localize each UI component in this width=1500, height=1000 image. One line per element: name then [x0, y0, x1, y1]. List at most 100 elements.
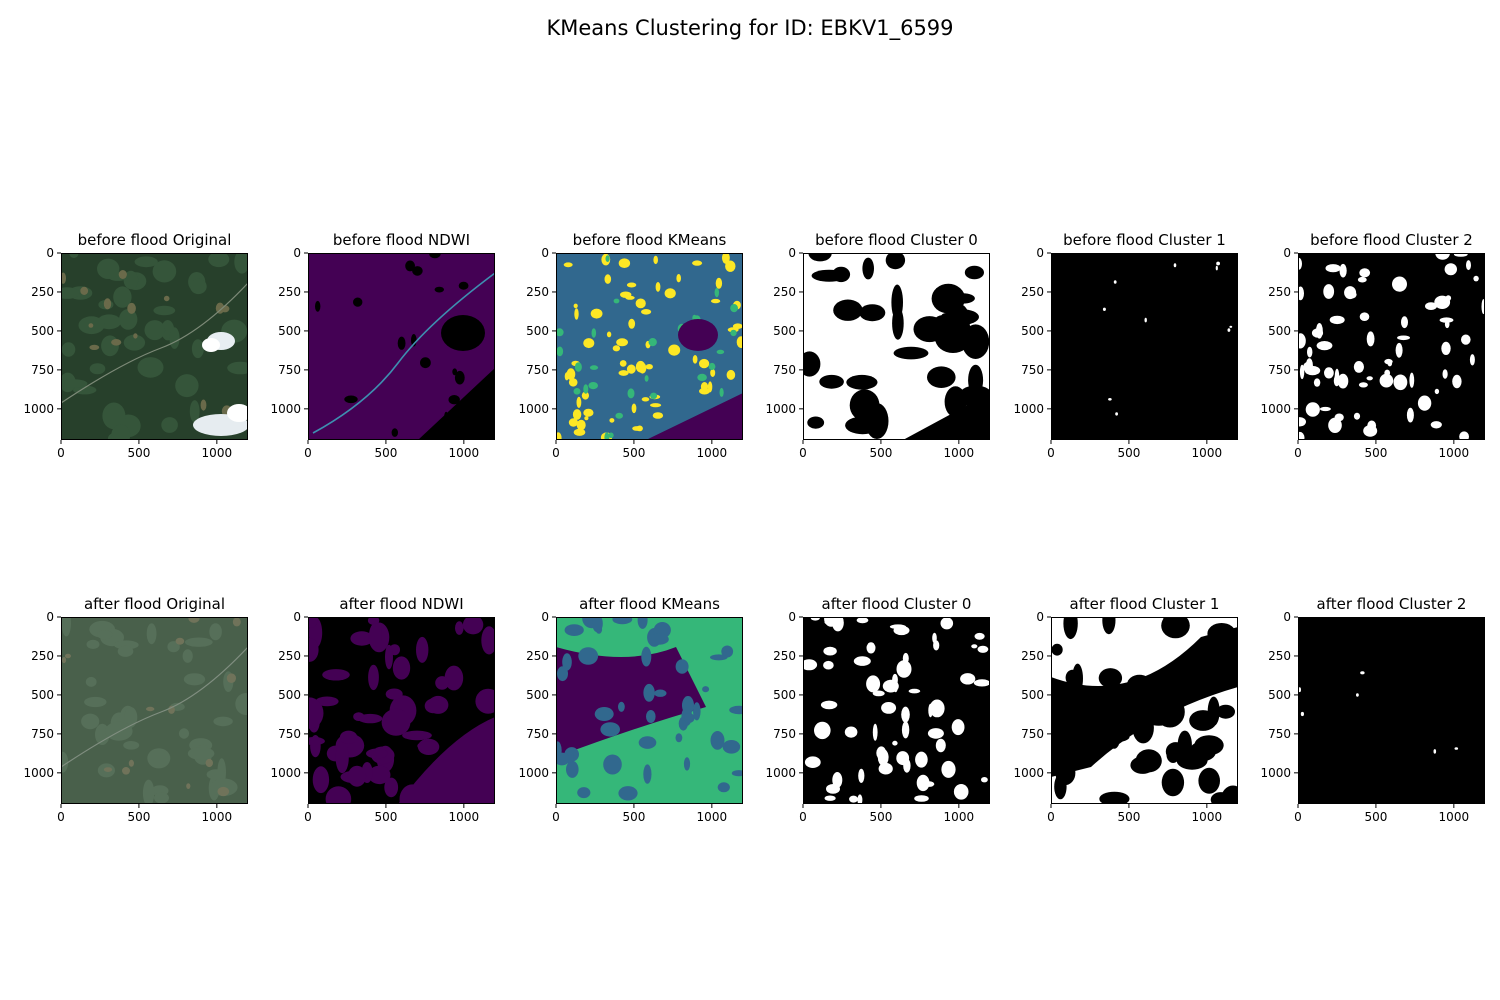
panel-title: after flood NDWI — [339, 595, 463, 613]
y-tick-label: 500 — [1268, 688, 1291, 702]
x-tick-label: 0 — [1294, 810, 1302, 824]
x-tick-label: 1000 — [449, 446, 480, 460]
y-tick-label: 500 — [526, 324, 549, 338]
axes-frame — [61, 617, 248, 804]
axes-frame — [1298, 617, 1485, 804]
panel-title: before flood Cluster 2 — [1310, 231, 1473, 249]
x-tick-label: 1000 — [1192, 446, 1223, 460]
panel-title: after flood KMeans — [579, 595, 720, 613]
x-tick-label: 1000 — [202, 446, 233, 460]
axes-frame — [1298, 253, 1485, 440]
y-tick-label: 750 — [773, 727, 796, 741]
x-tick-label: 500 — [127, 810, 150, 824]
panel: after flood Cluster 0 0 500 1000 0 250 500 750 1… — [765, 595, 990, 824]
panel-title: after flood Cluster 0 — [822, 595, 972, 613]
y-tick-label: 500 — [278, 324, 301, 338]
x-tick-label: 1000 — [944, 446, 975, 460]
axes-frame — [308, 617, 495, 804]
axes-frame — [308, 253, 495, 440]
panel: after flood Cluster 2 0 500 1000 0 250 500 750 1… — [1260, 595, 1485, 824]
y-tick-label: 0 — [541, 610, 549, 624]
y-tick-label: 0 — [788, 246, 796, 260]
y-tick-label: 750 — [1021, 363, 1044, 377]
panel-title: before flood Cluster 1 — [1063, 231, 1226, 249]
y-tick-label: 500 — [278, 688, 301, 702]
y-tick-label: 250 — [1268, 285, 1291, 299]
y-tick-label: 250 — [1021, 285, 1044, 299]
axes-frame — [803, 617, 990, 804]
x-tick-label: 500 — [374, 810, 397, 824]
x-tick-label: 0 — [552, 446, 560, 460]
panel-title: before flood Cluster 0 — [815, 231, 978, 249]
panel: after flood Cluster 1 0 500 1000 0 250 500 750 1… — [1013, 595, 1238, 824]
x-tick-label: 500 — [869, 446, 892, 460]
x-tick-label: 500 — [869, 810, 892, 824]
y-tick-label: 250 — [31, 285, 54, 299]
y-tick-label: 750 — [31, 363, 54, 377]
x-tick-label: 0 — [57, 810, 65, 824]
y-tick-label: 250 — [278, 285, 301, 299]
y-tick-label: 1000 — [1260, 766, 1291, 780]
y-tick-label: 750 — [1268, 363, 1291, 377]
y-tick-label: 0 — [541, 246, 549, 260]
y-tick-label: 750 — [526, 727, 549, 741]
y-tick-label: 1000 — [270, 402, 301, 416]
y-tick-label: 1000 — [23, 766, 54, 780]
y-tick-label: 750 — [31, 727, 54, 741]
x-tick-label: 500 — [127, 446, 150, 460]
axes-frame — [1051, 253, 1238, 440]
panel-title: before flood NDWI — [333, 231, 470, 249]
x-tick-label: 0 — [1294, 446, 1302, 460]
y-tick-label: 0 — [293, 610, 301, 624]
x-tick-label: 1000 — [944, 810, 975, 824]
y-tick-label: 1000 — [765, 766, 796, 780]
y-tick-label: 1000 — [23, 402, 54, 416]
y-tick-label: 500 — [1021, 324, 1044, 338]
y-tick-label: 250 — [1268, 649, 1291, 663]
y-tick-label: 250 — [526, 285, 549, 299]
y-tick-label: 250 — [773, 285, 796, 299]
y-tick-label: 0 — [788, 610, 796, 624]
y-tick-label: 500 — [773, 688, 796, 702]
panel-title: after flood Cluster 2 — [1317, 595, 1467, 613]
x-tick-label: 1000 — [1439, 446, 1470, 460]
y-tick-label: 500 — [773, 324, 796, 338]
x-tick-label: 500 — [374, 446, 397, 460]
x-tick-label: 0 — [1047, 446, 1055, 460]
axes-frame — [1051, 617, 1238, 804]
y-tick-label: 250 — [1021, 649, 1044, 663]
panel: before flood Original 0 500 1000 0 250 500 750 1… — [23, 231, 248, 460]
axes-frame — [61, 253, 248, 440]
y-tick-label: 0 — [1283, 246, 1291, 260]
y-tick-label: 0 — [46, 246, 54, 260]
axes-frame — [803, 253, 990, 440]
x-tick-label: 0 — [552, 810, 560, 824]
x-tick-label: 1000 — [697, 446, 728, 460]
panel: before flood Cluster 1 0 500 1000 0 250 500 750… — [1013, 231, 1238, 460]
x-tick-label: 0 — [1047, 810, 1055, 824]
x-tick-label: 1000 — [202, 810, 233, 824]
y-tick-label: 0 — [1036, 246, 1044, 260]
x-tick-label: 0 — [304, 810, 312, 824]
panel: after flood KMeans 0 500 1000 0 250 500 750 1000 — [518, 595, 743, 824]
panel: before flood Cluster 2 0 500 1000 0 250 500 750… — [1260, 231, 1485, 460]
y-tick-label: 0 — [1283, 610, 1291, 624]
panel: after flood Original 0 500 1000 0 250 500 750 10… — [23, 595, 248, 824]
panel: before flood Cluster 0 0 500 1000 0 250 500 750… — [765, 231, 990, 460]
x-tick-label: 1000 — [697, 810, 728, 824]
y-tick-label: 1000 — [270, 766, 301, 780]
panel: before flood NDWI 0 500 1000 0 250 500 750 1000 — [270, 231, 495, 460]
x-tick-label: 1000 — [1439, 810, 1470, 824]
panel: before flood KMeans 0 500 1000 0 250 500 750 100… — [518, 231, 743, 460]
x-tick-label: 0 — [799, 810, 807, 824]
panel-title: after flood Original — [84, 595, 225, 613]
figure-title: KMeans Clustering for ID: EBKV1_6599 — [546, 16, 954, 40]
y-tick-label: 750 — [526, 363, 549, 377]
y-tick-label: 500 — [1268, 324, 1291, 338]
y-tick-label: 1000 — [765, 402, 796, 416]
y-tick-label: 750 — [1268, 727, 1291, 741]
x-tick-label: 500 — [1364, 446, 1387, 460]
y-tick-label: 0 — [293, 246, 301, 260]
y-tick-label: 500 — [31, 324, 54, 338]
